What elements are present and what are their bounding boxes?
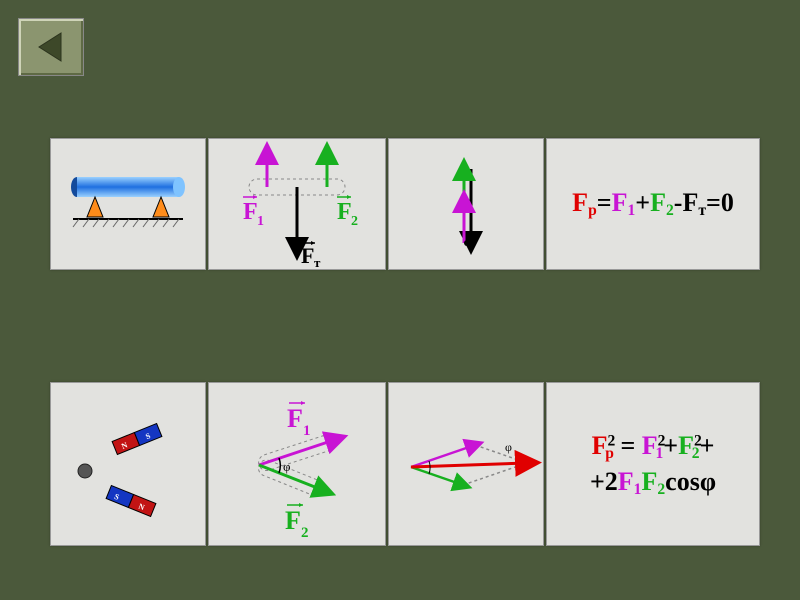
svg-text:1: 1: [303, 423, 311, 439]
triangle-left-icon: [33, 29, 69, 65]
svg-text:F: F: [287, 404, 303, 433]
svg-text:F: F: [285, 506, 301, 535]
panel-collinear: [388, 138, 544, 270]
panel-formula-collinear: Fр=F1+F2-Fт=0: [546, 138, 760, 270]
panel-magnets: N S S N: [50, 382, 206, 546]
svg-text:т: т: [314, 255, 321, 269]
row-bottom: N S S N: [50, 382, 760, 546]
svg-text:F: F: [337, 199, 352, 225]
svg-text:2: 2: [351, 214, 358, 229]
svg-text:φ: φ: [505, 440, 512, 454]
formula1-text: Fр=F1+F2-Fт=0: [572, 188, 734, 220]
formula2-line1: F2р = F21+F22+: [592, 428, 715, 464]
panel-beam: [50, 138, 206, 270]
panel-fbd-beam: F 1 F 2 F т: [208, 138, 386, 270]
formula2-line2: +2F1F2cosφ: [590, 464, 716, 500]
back-button[interactable]: [18, 18, 84, 76]
svg-text:2: 2: [301, 525, 309, 541]
panel-vectors-angle: φ F 1 F 2: [208, 382, 386, 546]
svg-text:F: F: [243, 199, 258, 225]
svg-text:F: F: [301, 243, 314, 268]
panel-formula-cosine: F2р = F21+F22+ +2F1F2cosφ: [546, 382, 760, 546]
panel-parallelogram: φ: [388, 382, 544, 546]
svg-text:1: 1: [257, 214, 264, 229]
row-top: F 1 F 2 F т: [50, 138, 760, 270]
svg-text:φ: φ: [283, 459, 291, 474]
